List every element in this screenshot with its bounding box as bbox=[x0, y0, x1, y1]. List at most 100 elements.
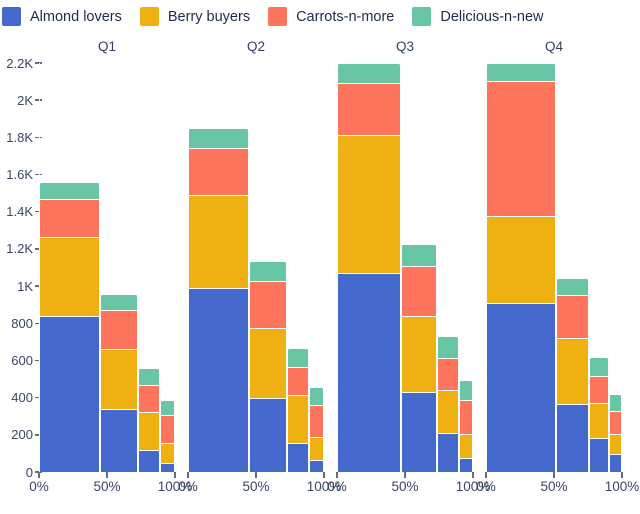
mekko-bar[interactable] bbox=[308, 63, 324, 472]
x-axis-tick-label: 50% bbox=[93, 479, 121, 494]
bar-segment-delicious-n-new[interactable] bbox=[459, 380, 472, 400]
mekko-bar[interactable] bbox=[555, 63, 590, 472]
bar-segment-delicious-n-new[interactable] bbox=[101, 293, 137, 311]
bar-segment-almond-lovers[interactable] bbox=[309, 459, 323, 472]
y-axis-tick-mark bbox=[35, 210, 42, 213]
bar-segment-berry-buyers[interactable] bbox=[40, 236, 100, 316]
legend: Almond lovers Berry buyers Carrots-n-mor… bbox=[2, 7, 562, 26]
bar-segment-almond-lovers[interactable] bbox=[609, 454, 621, 472]
bar-segment-carrots-n-more[interactable] bbox=[138, 384, 159, 412]
bar-segment-delicious-n-new[interactable] bbox=[189, 128, 249, 148]
bar-segment-almond-lovers[interactable] bbox=[338, 273, 401, 472]
mekko-bar[interactable] bbox=[188, 63, 250, 472]
bar-segment-berry-buyers[interactable] bbox=[609, 433, 621, 455]
x-axis-tick-label: 0% bbox=[327, 479, 347, 494]
bar-segment-carrots-n-more[interactable] bbox=[438, 357, 458, 391]
bar-segment-carrots-n-more[interactable] bbox=[487, 80, 555, 217]
bar-segment-carrots-n-more[interactable] bbox=[101, 310, 137, 350]
bar-segment-delicious-n-new[interactable] bbox=[250, 261, 286, 281]
bar-segment-delicious-n-new[interactable] bbox=[138, 367, 159, 385]
bar-segment-carrots-n-more[interactable] bbox=[40, 198, 100, 237]
legend-swatch-carrots-n-more-icon bbox=[268, 7, 288, 26]
legend-item-berry-buyers[interactable]: Berry buyers bbox=[139, 7, 250, 26]
legend-item-delicious-n-new[interactable]: Delicious-n-new bbox=[412, 7, 544, 26]
bar-segment-carrots-n-more[interactable] bbox=[250, 280, 286, 328]
bar-segment-almond-lovers[interactable] bbox=[160, 462, 174, 472]
bar-segment-delicious-n-new[interactable] bbox=[287, 348, 308, 367]
bar-segment-berry-buyers[interactable] bbox=[338, 134, 401, 274]
bar-segment-carrots-n-more[interactable] bbox=[309, 405, 323, 437]
bar-segment-delicious-n-new[interactable] bbox=[609, 393, 621, 411]
bar-segment-carrots-n-more[interactable] bbox=[459, 399, 472, 434]
bar-segment-delicious-n-new[interactable] bbox=[40, 182, 100, 199]
bar-segment-almond-lovers[interactable] bbox=[590, 437, 608, 472]
mekko-bar[interactable] bbox=[137, 63, 160, 472]
mekko-bar[interactable] bbox=[249, 63, 287, 472]
bar-segment-berry-buyers[interactable] bbox=[309, 436, 323, 460]
bar-segment-carrots-n-more[interactable] bbox=[556, 295, 589, 339]
bar-segment-berry-buyers[interactable] bbox=[138, 411, 159, 450]
x-axis-tick-mark bbox=[404, 472, 406, 478]
bar-segment-carrots-n-more[interactable] bbox=[160, 415, 174, 444]
mekko-bar[interactable] bbox=[39, 63, 101, 472]
bar-segment-berry-buyers[interactable] bbox=[250, 327, 286, 398]
bar-segment-carrots-n-more[interactable] bbox=[287, 366, 308, 395]
mekko-bar[interactable] bbox=[337, 63, 402, 472]
bar-segment-berry-buyers[interactable] bbox=[487, 216, 555, 304]
panel-title-q4: Q4 bbox=[544, 39, 563, 54]
bar-segment-almond-lovers[interactable] bbox=[101, 408, 137, 472]
bar-segment-almond-lovers[interactable] bbox=[487, 303, 555, 472]
y-axis-tick-mark bbox=[35, 136, 42, 139]
bar-segment-berry-buyers[interactable] bbox=[459, 433, 472, 459]
mekko-bar[interactable] bbox=[100, 63, 138, 472]
bar-segment-berry-buyers[interactable] bbox=[438, 390, 458, 433]
mekko-bar[interactable] bbox=[608, 63, 622, 472]
y-axis-tick-mark bbox=[35, 99, 42, 101]
bar-segment-delicious-n-new[interactable] bbox=[402, 244, 437, 266]
bar-segment-almond-lovers[interactable] bbox=[189, 287, 249, 472]
bar-segment-carrots-n-more[interactable] bbox=[590, 376, 608, 404]
bar-segment-almond-lovers[interactable] bbox=[556, 404, 589, 472]
mekko-bar[interactable] bbox=[401, 63, 438, 472]
bar-segment-berry-buyers[interactable] bbox=[189, 195, 249, 288]
mekko-bar[interactable] bbox=[159, 63, 175, 472]
bar-segment-delicious-n-new[interactable] bbox=[590, 356, 608, 377]
panel-bars-q4 bbox=[486, 62, 622, 472]
bar-segment-carrots-n-more[interactable] bbox=[402, 265, 437, 316]
bar-segment-carrots-n-more[interactable] bbox=[189, 147, 249, 195]
legend-item-carrots-n-more[interactable]: Carrots-n-more bbox=[268, 7, 394, 26]
mekko-bar[interactable] bbox=[458, 63, 473, 472]
bar-segment-delicious-n-new[interactable] bbox=[487, 62, 555, 81]
bar-segment-berry-buyers[interactable] bbox=[101, 349, 137, 409]
bar-segment-almond-lovers[interactable] bbox=[287, 443, 308, 472]
mekko-bar[interactable] bbox=[486, 62, 556, 472]
bar-segment-berry-buyers[interactable] bbox=[402, 315, 437, 393]
panel-title-q3: Q3 bbox=[395, 39, 414, 54]
bar-segment-almond-lovers[interactable] bbox=[459, 458, 472, 472]
bar-segment-almond-lovers[interactable] bbox=[438, 432, 458, 472]
bar-segment-almond-lovers[interactable] bbox=[40, 315, 100, 472]
x-axis-tick-mark bbox=[323, 472, 325, 478]
y-axis-tick-label: 1.4K bbox=[6, 204, 33, 220]
bar-segment-delicious-n-new[interactable] bbox=[556, 277, 589, 296]
bar-segment-berry-buyers[interactable] bbox=[287, 394, 308, 444]
bar-segment-berry-buyers[interactable] bbox=[160, 443, 174, 463]
mekko-bar[interactable] bbox=[589, 63, 609, 472]
bar-segment-almond-lovers[interactable] bbox=[402, 392, 437, 472]
bar-segment-delicious-n-new[interactable] bbox=[338, 63, 401, 83]
bar-segment-carrots-n-more[interactable] bbox=[338, 82, 401, 135]
panel-title-q1: Q1 bbox=[97, 39, 116, 54]
bar-segment-delicious-n-new[interactable] bbox=[438, 336, 458, 358]
mekko-bar[interactable] bbox=[437, 63, 459, 472]
bar-segment-almond-lovers[interactable] bbox=[250, 397, 286, 472]
bar-segment-almond-lovers[interactable] bbox=[138, 449, 159, 472]
bar-segment-delicious-n-new[interactable] bbox=[309, 386, 323, 406]
legend-item-almond-lovers[interactable]: Almond lovers bbox=[2, 7, 122, 26]
bar-segment-delicious-n-new[interactable] bbox=[160, 400, 174, 416]
x-axis-tick-label: 100% bbox=[455, 479, 491, 494]
bar-segment-berry-buyers[interactable] bbox=[556, 338, 589, 405]
bar-segment-berry-buyers[interactable] bbox=[590, 403, 608, 438]
bar-segment-carrots-n-more[interactable] bbox=[609, 410, 621, 434]
mekko-bar[interactable] bbox=[286, 63, 309, 472]
